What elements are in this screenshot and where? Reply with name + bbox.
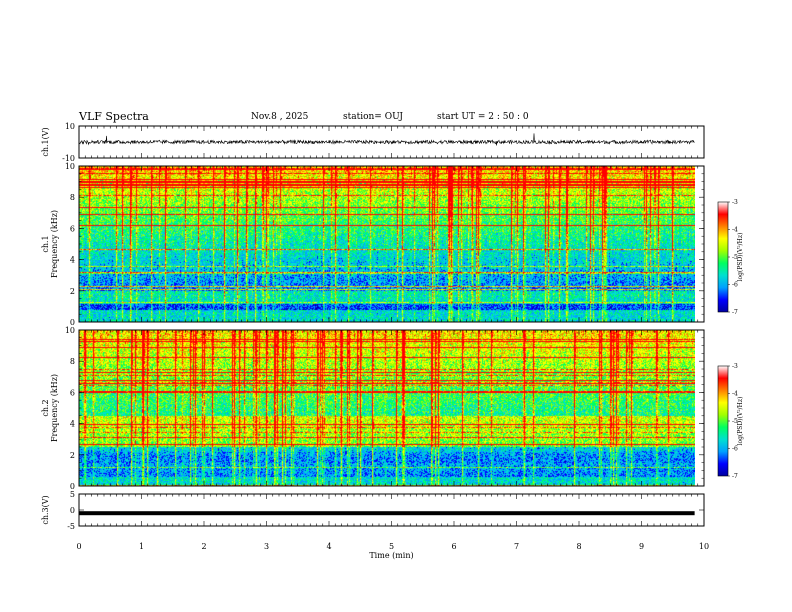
x-tick-label: 2 bbox=[201, 542, 206, 551]
y-tick-label: 5 bbox=[70, 490, 75, 499]
colorbar-ch1 bbox=[717, 201, 729, 313]
frequency-axis-label-ch2: Frequency (kHz) bbox=[50, 374, 59, 442]
y-tick-label: 10 bbox=[65, 326, 75, 335]
x-tick-label: 1 bbox=[139, 542, 144, 551]
y-tick-label: -10 bbox=[62, 154, 75, 163]
y-tick-label: 10 bbox=[65, 122, 75, 131]
date-label: Nov.8 , 2025 bbox=[251, 112, 309, 122]
y-tick-label: 0 bbox=[70, 506, 75, 515]
y-tick-label: 8 bbox=[70, 357, 75, 366]
y-tick-label: 0 bbox=[70, 482, 75, 491]
colorbar-tick-label: -7 bbox=[732, 309, 738, 316]
x-tick-label: 0 bbox=[76, 542, 81, 551]
y-tick-label: 6 bbox=[70, 388, 75, 397]
spectrogram-ch1 bbox=[79, 166, 695, 322]
frequency-axis-label-ch1: Frequency (kHz) bbox=[50, 210, 59, 278]
colorbar-tick-label: -4 bbox=[732, 227, 738, 234]
ch1-waveform bbox=[78, 133, 695, 146]
colorbar-tick-label: -6 bbox=[732, 282, 738, 289]
x-tick-label: 9 bbox=[639, 542, 644, 551]
x-tick-label: 4 bbox=[326, 542, 331, 551]
ch2-axis-label: ch.2 bbox=[41, 399, 50, 416]
x-axis-label: Time (min) bbox=[369, 551, 413, 560]
colorbar-ch2 bbox=[717, 365, 729, 477]
colorbar-label-ch2: log(PSD)(V²/Hz) bbox=[737, 397, 744, 446]
y-tick-label: 2 bbox=[70, 451, 75, 460]
y-tick-label: 8 bbox=[70, 193, 75, 202]
spectrogram-ch2 bbox=[79, 330, 695, 486]
x-tick-label: 5 bbox=[389, 542, 394, 551]
y-tick-label: 4 bbox=[70, 420, 75, 429]
colorbar-tick-label: -3 bbox=[732, 363, 738, 370]
colorbar-tick-label: -5 bbox=[732, 254, 738, 261]
colorbar-tick-label: -5 bbox=[732, 418, 738, 425]
x-tick-label: 7 bbox=[514, 542, 519, 551]
start-time-label: start UT = 2 : 50 : 0 bbox=[437, 112, 529, 122]
ch1-voltage-axis-label: ch.1(V) bbox=[41, 127, 50, 156]
x-tick-label: 8 bbox=[576, 542, 581, 551]
ch3-voltage-axis-label: ch.3(V) bbox=[41, 495, 50, 524]
x-tick-label: 10 bbox=[699, 542, 709, 551]
y-tick-label: 2 bbox=[70, 287, 75, 296]
colorbar-label-ch1: log(PSD)(V²/Hz) bbox=[737, 233, 744, 282]
chart-title: VLF Spectra bbox=[79, 110, 149, 123]
station-label: station= OUJ bbox=[343, 112, 404, 122]
ch1-axis-label: ch.1 bbox=[41, 235, 50, 252]
x-tick-label: 3 bbox=[264, 542, 269, 551]
y-tick-label: 10 bbox=[65, 162, 75, 171]
colorbar-tick-label: -6 bbox=[732, 446, 738, 453]
y-tick-label: 4 bbox=[70, 256, 75, 265]
colorbar-tick-label: -7 bbox=[732, 473, 738, 480]
y-tick-label: -5 bbox=[67, 522, 75, 531]
colorbar-tick-label: -3 bbox=[732, 199, 738, 206]
y-tick-label: 0 bbox=[70, 318, 75, 327]
x-tick-label: 6 bbox=[451, 542, 456, 551]
y-tick-label: 6 bbox=[70, 224, 75, 233]
ch3-waveform bbox=[79, 511, 695, 516]
colorbar-tick-label: -4 bbox=[732, 391, 738, 398]
